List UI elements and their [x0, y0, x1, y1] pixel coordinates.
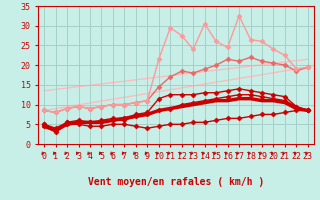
X-axis label: Vent moyen/en rafales ( km/h ): Vent moyen/en rafales ( km/h )	[88, 177, 264, 187]
